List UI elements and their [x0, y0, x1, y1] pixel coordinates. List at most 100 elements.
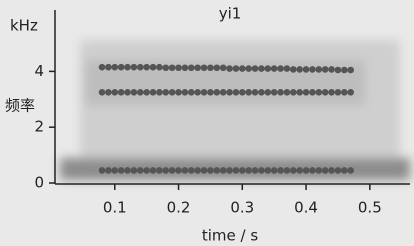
formant-point — [137, 167, 144, 174]
formant-point — [201, 167, 208, 174]
formant-point — [303, 167, 310, 174]
formant-point — [265, 89, 272, 96]
formant-point — [245, 65, 252, 72]
formant-point — [341, 89, 348, 96]
formant-point — [258, 89, 265, 96]
formant-point — [175, 89, 182, 96]
formant-point — [118, 167, 125, 174]
formant-point — [309, 66, 316, 73]
formant-point — [233, 65, 240, 72]
formant-point — [252, 167, 259, 174]
formant-point — [194, 167, 201, 174]
formant-point — [316, 66, 323, 73]
formant-point — [137, 89, 144, 96]
spectrogram — [60, 40, 410, 180]
formant-point — [284, 65, 291, 72]
formant-point — [188, 167, 195, 174]
formant-point — [258, 65, 265, 72]
formant-point — [105, 64, 112, 71]
formant-point — [252, 65, 259, 72]
formant-point — [188, 89, 195, 96]
x-tick-label: 0.1 — [103, 199, 127, 217]
formant-point — [213, 167, 220, 174]
formant-point — [277, 65, 284, 72]
formant-point — [271, 167, 278, 174]
formant-point — [347, 89, 354, 96]
formant-point — [124, 89, 131, 96]
formant-point — [271, 89, 278, 96]
formant-point — [182, 167, 189, 174]
formant-point — [131, 89, 138, 96]
formant-point — [335, 167, 342, 174]
formant-point — [99, 89, 106, 96]
formant-point — [143, 167, 150, 174]
x-tick-label: 0.3 — [230, 199, 254, 217]
formant-point — [150, 64, 157, 71]
formant-point — [245, 167, 252, 174]
formant-point — [328, 66, 335, 73]
formant-point — [341, 167, 348, 174]
y-tick-label: 4 — [34, 62, 44, 80]
formant-point — [220, 167, 227, 174]
formant-point — [335, 89, 342, 96]
formant-point — [290, 66, 297, 73]
formant-point — [143, 64, 150, 71]
formant-point — [201, 89, 208, 96]
formant-point — [265, 65, 272, 72]
formant-point — [162, 64, 169, 71]
formant-point — [347, 167, 354, 174]
formant-point — [150, 167, 157, 174]
formant-point — [322, 66, 329, 73]
formant-point — [252, 89, 259, 96]
formant-point — [111, 167, 118, 174]
formant-point — [271, 65, 278, 72]
formant-point — [118, 89, 125, 96]
formant-point — [162, 89, 169, 96]
chart: yi1 kHz 频率 time / s 0240.10.20.30.40.5 — [0, 0, 414, 246]
formant-point — [284, 167, 291, 174]
formant-point — [239, 89, 246, 96]
formant-point — [309, 167, 316, 174]
formant-point — [226, 65, 233, 72]
formant-point — [111, 89, 118, 96]
formant-point — [322, 89, 329, 96]
formant-point — [124, 64, 131, 71]
formant-point — [156, 89, 163, 96]
formant-point — [175, 167, 182, 174]
formant-point — [309, 89, 316, 96]
formant-point — [162, 167, 169, 174]
formant-point — [143, 89, 150, 96]
formant-point — [226, 167, 233, 174]
formant-point — [182, 64, 189, 71]
formant-point — [207, 167, 214, 174]
formant-point — [296, 167, 303, 174]
formant-point — [341, 67, 348, 74]
formant-point — [290, 167, 297, 174]
formant-point — [290, 89, 297, 96]
formant-point — [169, 89, 176, 96]
formant-point — [258, 167, 265, 174]
y-tick-label: 2 — [34, 118, 44, 136]
formant-point — [284, 89, 291, 96]
formant-point — [207, 64, 214, 71]
formant-point — [335, 67, 342, 74]
formant-point — [201, 64, 208, 71]
formant-point — [220, 89, 227, 96]
formant-point — [322, 167, 329, 174]
formant-point — [213, 89, 220, 96]
formant-point — [239, 65, 246, 72]
formant-point — [118, 64, 125, 71]
y-axis-label: kHz — [10, 17, 38, 35]
x-tick-label: 0.4 — [294, 199, 318, 217]
formant-point — [347, 67, 354, 74]
formant-point — [169, 64, 176, 71]
formant-point — [233, 89, 240, 96]
formant-point — [131, 167, 138, 174]
formant-point — [194, 64, 201, 71]
formant-point — [111, 64, 118, 71]
formant-point — [277, 167, 284, 174]
y-tick-label: 0 — [34, 174, 44, 192]
formant-point — [175, 64, 182, 71]
x-tick-label: 0.5 — [358, 199, 382, 217]
formant-point — [99, 64, 106, 71]
